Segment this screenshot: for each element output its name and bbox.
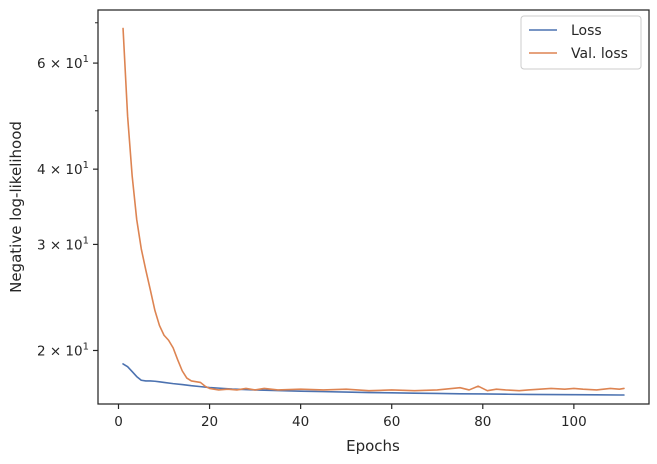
y-axis: 2 × 101 3 × 101 4 × 101 6 × 101: [37, 22, 98, 359]
y-tick-label: 6 × 101: [37, 54, 89, 72]
plot-background: [98, 10, 649, 404]
legend-entry-val-loss: Val. loss: [571, 46, 628, 62]
y-axis-label: Negative log-likelihood: [7, 121, 25, 293]
x-axis: 0 20 40 60 80 100: [114, 404, 587, 430]
series-line-val-loss: [122, 27, 625, 392]
y-tick-label: 4 × 101: [37, 160, 89, 178]
x-tick-label: 40: [292, 414, 309, 430]
legend-entry-loss: Loss: [571, 23, 602, 39]
series-layer: [122, 27, 625, 396]
x-tick-label: 100: [561, 414, 587, 430]
y-tick-label: 3 × 101: [37, 235, 89, 253]
x-tick-label: 0: [114, 414, 123, 430]
x-tick-label: 80: [474, 414, 491, 430]
legend: Loss Val. loss: [520, 15, 642, 70]
x-tick-label: 20: [201, 414, 218, 430]
plot-frame: [97, 9, 650, 405]
x-tick-label: 60: [383, 414, 400, 430]
x-axis-label: Epochs: [346, 437, 400, 455]
y-tick-label: 2 × 101: [37, 341, 89, 359]
